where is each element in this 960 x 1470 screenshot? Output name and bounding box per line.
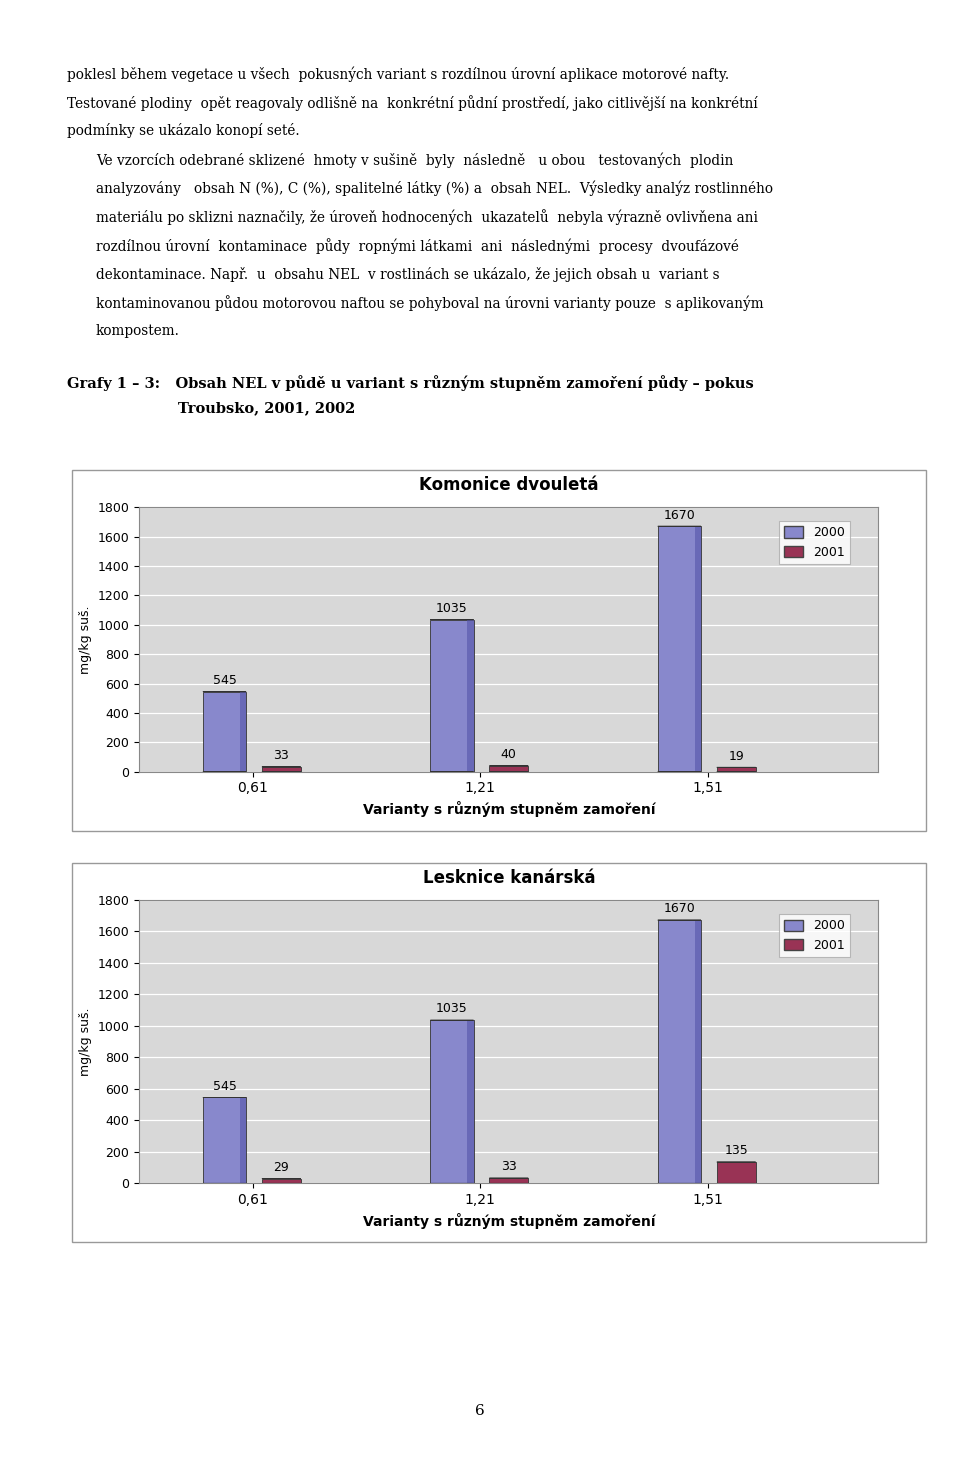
Bar xyxy=(717,1163,756,1183)
Bar xyxy=(262,767,300,772)
Text: 6: 6 xyxy=(475,1404,485,1419)
Bar xyxy=(694,526,701,772)
Text: 1035: 1035 xyxy=(436,603,468,614)
Bar xyxy=(694,920,701,1183)
Bar xyxy=(658,526,701,772)
Text: 19: 19 xyxy=(729,750,744,763)
Text: Ve vzorcích odebrané sklizené  hmoty v sušině  byly  následně   u obou   testova: Ve vzorcích odebrané sklizené hmoty v su… xyxy=(96,153,733,168)
Legend: 2000, 2001: 2000, 2001 xyxy=(780,522,850,563)
Y-axis label: mg/kg suš.: mg/kg suš. xyxy=(79,606,92,673)
Bar xyxy=(240,692,246,772)
Bar xyxy=(203,1098,246,1183)
Text: 1670: 1670 xyxy=(663,903,695,916)
Title: Lesknice kanárská: Lesknice kanárská xyxy=(422,869,595,886)
Text: Troubsko, 2001, 2002: Troubsko, 2001, 2002 xyxy=(178,401,355,416)
Bar xyxy=(717,767,756,772)
Bar xyxy=(468,620,473,772)
Bar xyxy=(490,1177,528,1183)
Legend: 2000, 2001: 2000, 2001 xyxy=(780,914,850,957)
Text: 29: 29 xyxy=(274,1161,289,1175)
Bar xyxy=(490,766,528,772)
Bar xyxy=(658,920,701,1183)
Text: Grafy 1 – 3:   Obsah NEL v půdě u variant s různým stupněm zamoření půdy – pokus: Grafy 1 – 3: Obsah NEL v půdě u variant … xyxy=(67,375,754,391)
Text: analyzovány   obsah N (%), C (%), spalitelné látky (%) a  obsah NEL.  Výsledky a: analyzovány obsah N (%), C (%), spalitel… xyxy=(96,181,773,197)
Text: 545: 545 xyxy=(212,675,236,688)
Bar xyxy=(240,1098,246,1183)
Text: 1670: 1670 xyxy=(663,509,695,522)
Text: podmínky se ukázalo konopí seté.: podmínky se ukázalo konopí seté. xyxy=(67,123,300,138)
Text: 33: 33 xyxy=(274,750,289,763)
Text: 545: 545 xyxy=(212,1080,236,1092)
Text: rozdílnou úrovní  kontaminace  půdy  ropnými látkami  ani  následnými  procesy  : rozdílnou úrovní kontaminace půdy ropným… xyxy=(96,238,739,254)
X-axis label: Varianty s různým stupněm zamoření: Varianty s různým stupněm zamoření xyxy=(363,1213,655,1229)
Y-axis label: mg/kg suš.: mg/kg suš. xyxy=(79,1007,92,1076)
Text: poklesl během vegetace u všech  pokusných variant s rozdílnou úrovní aplikace mo: poklesl během vegetace u všech pokusných… xyxy=(67,66,730,82)
Bar xyxy=(203,692,246,772)
Text: 135: 135 xyxy=(725,1144,748,1157)
Text: Testované plodiny  opět reagovaly odlišně na  konkrétní půdní prostředí, jako ci: Testované plodiny opět reagovaly odlišně… xyxy=(67,96,758,110)
Text: kompostem.: kompostem. xyxy=(96,325,180,338)
X-axis label: Varianty s různým stupněm zamoření: Varianty s různým stupněm zamoření xyxy=(363,801,655,817)
Bar xyxy=(468,1020,473,1183)
Text: kontaminovanou půdou motorovou naftou se pohyboval na úrovni varianty pouze  s a: kontaminovanou půdou motorovou naftou se… xyxy=(96,295,763,312)
Bar xyxy=(430,1020,473,1183)
Text: materiálu po sklizni naznačily, že úroveň hodnocených  ukazatelů  nebyla výrazně: materiálu po sklizni naznačily, že úrove… xyxy=(96,210,758,225)
Bar xyxy=(430,620,473,772)
Text: 33: 33 xyxy=(501,1160,516,1173)
Text: 1035: 1035 xyxy=(436,1003,468,1016)
Text: 40: 40 xyxy=(501,748,516,761)
Text: dekontaminace. Např.  u  obsahu NEL  v rostlinách se ukázalo, že jejich obsah u : dekontaminace. Např. u obsahu NEL v rost… xyxy=(96,268,720,282)
Bar xyxy=(262,1179,300,1183)
Title: Komonice dvouletá: Komonice dvouletá xyxy=(420,476,598,494)
